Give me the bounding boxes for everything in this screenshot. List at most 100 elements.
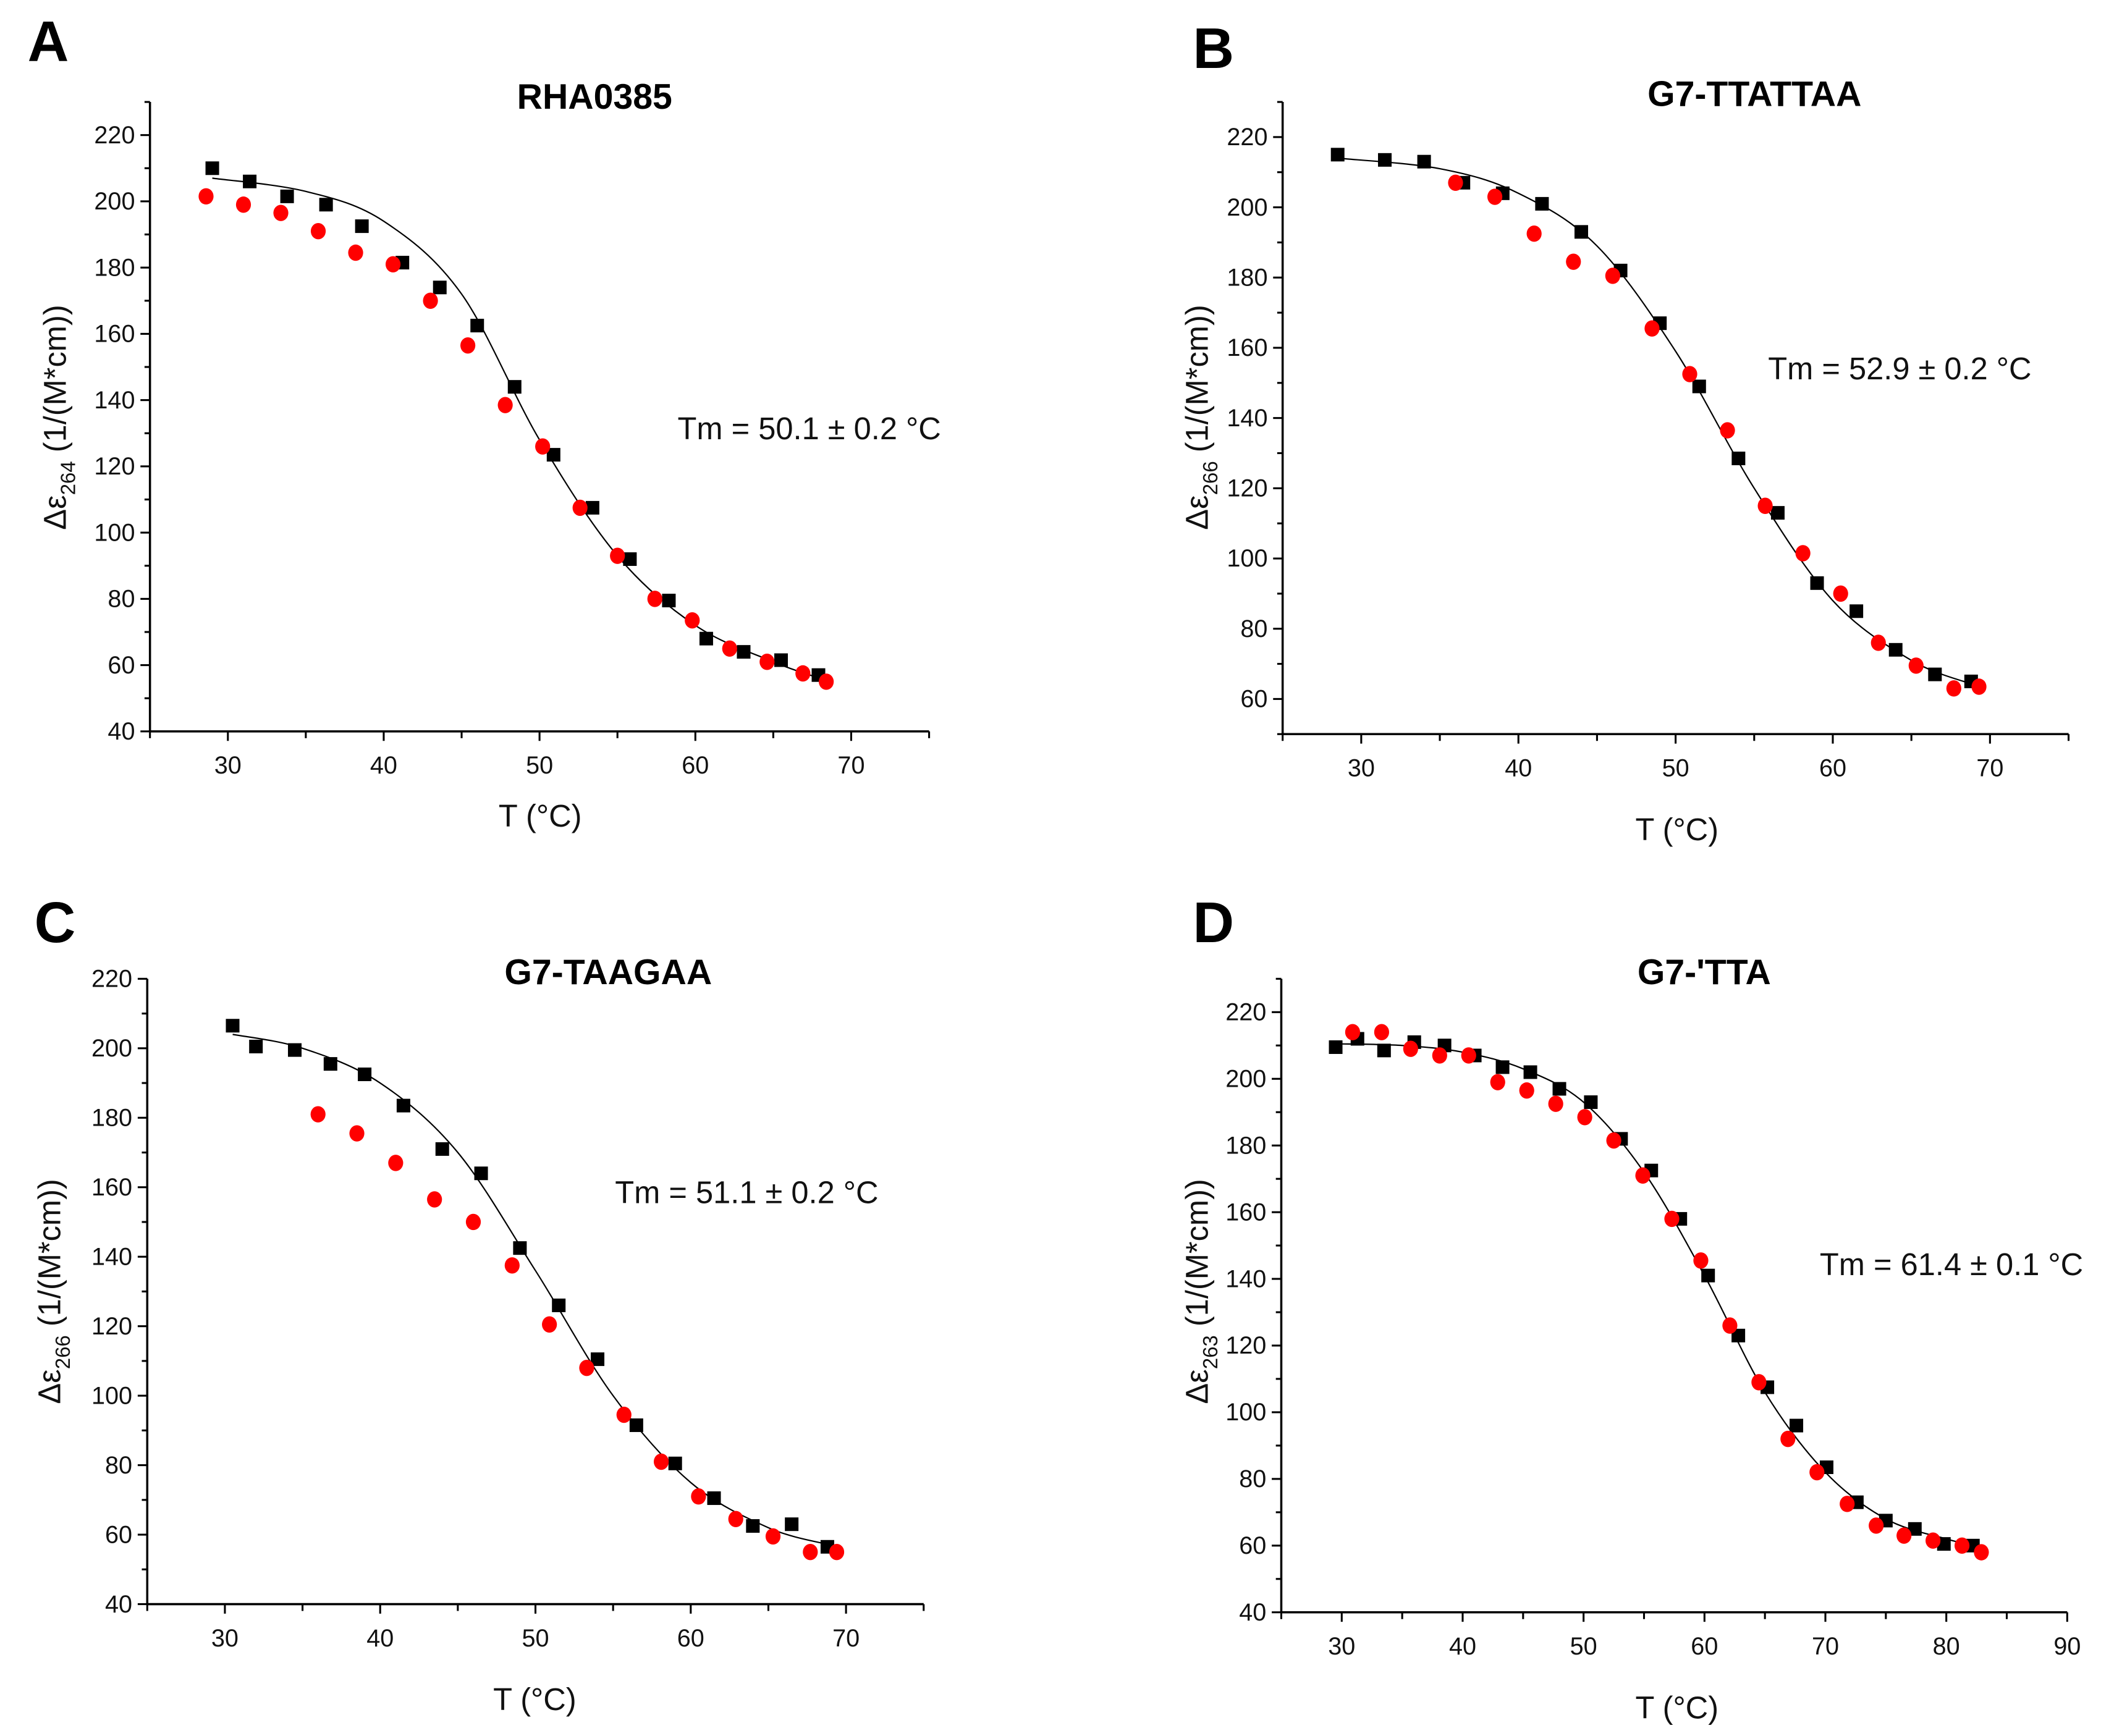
data-point-circle	[1809, 1464, 1825, 1481]
tm-annotation: Tm = 51.1 ± 0.2 °C	[615, 1174, 878, 1210]
data-point-square	[1523, 1065, 1537, 1079]
y-tick-label: 60	[105, 1521, 132, 1548]
data-point-square	[1495, 1060, 1510, 1074]
y-tick-label: 120	[91, 1313, 132, 1340]
y-tick-label: 120	[94, 453, 135, 480]
x-axis-title: T (°C)	[493, 1682, 577, 1717]
data-point-square	[546, 448, 560, 462]
data-point-circle	[1487, 188, 1503, 205]
tm-annotation: Tm = 61.4 ± 0.1 °C	[1820, 1247, 2083, 1282]
data-point-square	[474, 1166, 488, 1181]
data-point-circle	[385, 256, 401, 272]
data-point-square	[1790, 1418, 1804, 1433]
x-tick-label: 30	[214, 752, 242, 779]
data-point-circle	[722, 640, 737, 657]
data-point-square	[513, 1241, 527, 1255]
data-point-circle	[1403, 1040, 1418, 1057]
data-point-square	[1574, 225, 1588, 239]
data-point-circle	[1840, 1496, 1855, 1512]
y-tick-label: 160	[94, 321, 135, 348]
data-point-circle	[803, 1544, 818, 1561]
data-point-square	[433, 280, 447, 295]
data-point-square	[1329, 1040, 1343, 1054]
data-point-circle	[535, 438, 551, 455]
data-point-square	[629, 1418, 643, 1432]
x-tick-label: 60	[682, 752, 709, 779]
chart-title: G7-TTATTAA	[1647, 75, 1861, 114]
data-point-circle	[819, 673, 834, 690]
data-point-circle	[1548, 1095, 1563, 1112]
y-tick-label: 120	[1225, 1332, 1266, 1359]
y-tick-label: 200	[91, 1035, 132, 1062]
x-axis-title: T (°C)	[1636, 1690, 1719, 1725]
data-point-square	[1849, 604, 1864, 618]
y-tick-label: 200	[94, 188, 135, 215]
data-point-square	[662, 594, 676, 608]
data-point-square	[1330, 148, 1345, 162]
data-point-circle	[1606, 1132, 1621, 1149]
data-point-circle	[1720, 422, 1735, 439]
data-point-circle	[310, 1106, 326, 1123]
x-tick-label: 70	[832, 1625, 860, 1652]
y-tick-label: 40	[105, 1591, 132, 1618]
x-tick-label: 30	[1328, 1633, 1355, 1660]
y-tick-label: 140	[1227, 405, 1267, 432]
data-point-circle	[610, 547, 625, 564]
data-point-circle	[1635, 1167, 1651, 1184]
data-point-circle	[1795, 545, 1811, 562]
tm-annotation: Tm = 50.1 ± 0.2 °C	[677, 411, 941, 446]
data-point-circle	[542, 1316, 557, 1333]
panel-a: A RHA0385 30 40 50 60 70 40 60 80 100 120 140 160 180 2…	[28, 9, 941, 833]
data-point-square	[1731, 1328, 1746, 1342]
data-point-square	[470, 318, 484, 332]
data-point-circle	[1908, 657, 1924, 674]
data-point-circle	[1374, 1024, 1389, 1040]
data-point-square	[591, 1352, 605, 1367]
data-point-circle	[1519, 1082, 1534, 1099]
data-point-circle	[349, 1125, 365, 1142]
data-point-square	[355, 219, 369, 234]
x-tick-label: 60	[1691, 1633, 1718, 1660]
y-tick-label: 80	[1240, 615, 1267, 643]
chart-title: RHA0385	[517, 77, 672, 117]
data-point-square	[280, 189, 294, 203]
data-point-circle	[1644, 320, 1660, 337]
panel-d: D G7-'TTA 30 40 50 60 70 80 90 40 60 80 100 120 140 160…	[1180, 890, 2084, 1725]
y-tick-label: 60	[108, 652, 135, 679]
y-tick-label: 180	[94, 254, 135, 281]
data-point-square	[1928, 667, 1942, 681]
data-point-square	[1701, 1268, 1715, 1283]
data-point-circle	[759, 654, 775, 670]
data-point-square	[746, 1519, 760, 1533]
data-point-circle	[1461, 1047, 1476, 1064]
data-point-circle	[348, 244, 363, 261]
y-axis-title: Δε266 (1/(M*cm))	[1180, 305, 1222, 529]
data-point-circle	[1925, 1532, 1941, 1549]
data-point-square	[585, 500, 599, 515]
data-point-square	[1584, 1095, 1598, 1110]
data-point-circle	[1870, 634, 1886, 651]
data-point-square	[288, 1043, 302, 1057]
data-point-circle	[1682, 366, 1697, 382]
data-point-circle	[1664, 1210, 1680, 1228]
fit-curve	[212, 177, 821, 680]
data-point-square	[699, 631, 713, 646]
y-tick-label: 200	[1225, 1065, 1266, 1092]
data-point-square	[319, 198, 333, 212]
data-point-square	[396, 1098, 410, 1113]
y-tick-label: 100	[91, 1382, 132, 1409]
data-point-square	[226, 1019, 240, 1033]
y-tick-label: 40	[1239, 1599, 1266, 1626]
data-point-circle	[1605, 268, 1620, 284]
data-point-circle	[795, 665, 811, 682]
y-tick-label: 100	[94, 519, 135, 546]
data-point-circle	[1869, 1517, 1884, 1534]
panel-c: C G7-TAAGAA 30 40 50 60 70 40 60 80 100 120 140 160 18…	[32, 890, 925, 1717]
x-tick-label: 90	[2053, 1633, 2081, 1660]
y-tick-label: 140	[94, 387, 135, 414]
data-point-circle	[427, 1191, 442, 1208]
y-axis-title: Δε263 (1/(M*cm))	[1180, 1179, 1222, 1404]
panel-b: B G7-TTATTAA 30 40 50 60 70 60 80 100 120 140 160 180…	[1180, 16, 2070, 847]
data-point-circle	[572, 499, 588, 516]
